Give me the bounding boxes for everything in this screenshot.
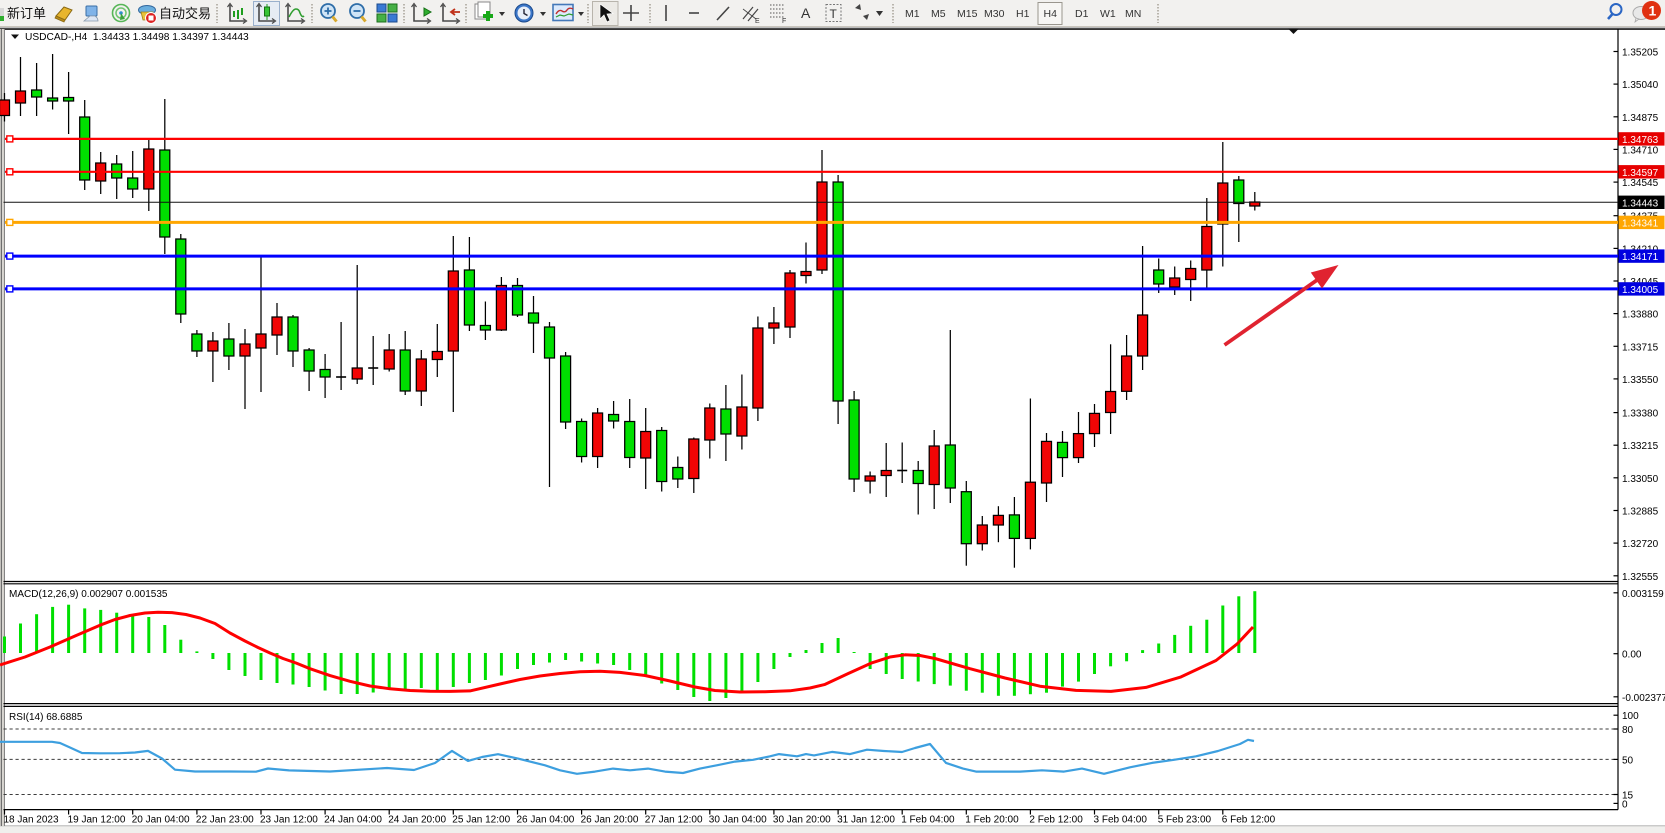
svg-text:1.34710: 1.34710 (1622, 145, 1659, 156)
svg-text:5 Feb 23:00: 5 Feb 23:00 (1158, 815, 1212, 826)
svg-text:1.35040: 1.35040 (1622, 80, 1659, 91)
svg-text:自动交易: 自动交易 (159, 6, 211, 21)
svg-text:RSI(14) 68.6885: RSI(14) 68.6885 (9, 712, 83, 723)
svg-text:1: 1 (1649, 3, 1657, 19)
svg-text:1.32720: 1.32720 (1622, 539, 1659, 550)
svg-text:1.33380: 1.33380 (1622, 409, 1659, 420)
svg-text:24 Jan 20:00: 24 Jan 20:00 (388, 815, 446, 826)
svg-text:H4: H4 (1044, 8, 1058, 20)
svg-text:26 Jan 20:00: 26 Jan 20:00 (581, 815, 639, 826)
svg-text:M1: M1 (905, 8, 920, 20)
svg-text:1.34171: 1.34171 (1622, 252, 1659, 263)
svg-text:80: 80 (1622, 725, 1634, 736)
svg-text:3 Feb 04:00: 3 Feb 04:00 (1094, 815, 1148, 826)
svg-text:24 Jan 04:00: 24 Jan 04:00 (324, 815, 382, 826)
svg-text:1.34341: 1.34341 (1622, 218, 1659, 229)
svg-text:26 Jan 04:00: 26 Jan 04:00 (517, 815, 575, 826)
svg-text:W1: W1 (1100, 8, 1116, 20)
svg-text:30 Jan 20:00: 30 Jan 20:00 (773, 815, 831, 826)
svg-text:25 Jan 12:00: 25 Jan 12:00 (452, 815, 510, 826)
svg-text:6 Feb 12:00: 6 Feb 12:00 (1222, 815, 1276, 826)
svg-text:MN: MN (1125, 8, 1141, 20)
svg-text:1 Feb 20:00: 1 Feb 20:00 (965, 815, 1019, 826)
svg-text:18 Jan 2023: 18 Jan 2023 (4, 815, 59, 826)
svg-text:0.003159: 0.003159 (1622, 589, 1664, 600)
svg-text:1.32555: 1.32555 (1622, 572, 1659, 583)
svg-text:2 Feb 12:00: 2 Feb 12:00 (1029, 815, 1083, 826)
svg-text:1.35205: 1.35205 (1622, 48, 1659, 59)
svg-text:19 Jan 12:00: 19 Jan 12:00 (68, 815, 126, 826)
svg-text:20 Jan 04:00: 20 Jan 04:00 (132, 815, 190, 826)
svg-text:27 Jan 12:00: 27 Jan 12:00 (645, 815, 703, 826)
svg-text:F: F (782, 18, 786, 25)
svg-text:新订单: 新订单 (7, 6, 46, 21)
svg-text:1.33880: 1.33880 (1622, 310, 1659, 321)
svg-text:22 Jan 23:00: 22 Jan 23:00 (196, 815, 254, 826)
svg-text:1 Feb 04:00: 1 Feb 04:00 (901, 815, 955, 826)
svg-text:1.34005: 1.34005 (1622, 285, 1659, 296)
svg-text:50: 50 (1622, 755, 1634, 766)
svg-text:23 Jan 12:00: 23 Jan 12:00 (260, 815, 318, 826)
svg-text:M15: M15 (957, 8, 978, 20)
svg-text:30 Jan 04:00: 30 Jan 04:00 (709, 815, 767, 826)
svg-text:0.00: 0.00 (1622, 650, 1642, 661)
svg-text:1.33215: 1.33215 (1622, 441, 1659, 452)
svg-text:1.32885: 1.32885 (1622, 507, 1659, 518)
svg-text:A: A (801, 5, 811, 21)
svg-text:1.33715: 1.33715 (1622, 342, 1659, 353)
svg-text:1.34597: 1.34597 (1622, 168, 1659, 179)
svg-text:1.33050: 1.33050 (1622, 474, 1659, 485)
svg-text:MACD(12,26,9) 0.002907 0.00153: MACD(12,26,9) 0.002907 0.001535 (9, 589, 168, 600)
svg-text:1.34443: 1.34443 (1622, 198, 1659, 209)
svg-text:M30: M30 (984, 8, 1005, 20)
svg-text:M5: M5 (931, 8, 946, 20)
svg-text:1.34545: 1.34545 (1622, 178, 1659, 189)
svg-text:1.34763: 1.34763 (1622, 135, 1659, 146)
svg-text:-0.002377: -0.002377 (1622, 693, 1665, 704)
svg-text:USDCAD-,H4 1.34433 1.34498 1.: USDCAD-,H4 1.34433 1.34498 1.34397 1.344… (25, 32, 249, 43)
svg-text:100: 100 (1622, 711, 1639, 722)
svg-text:H1: H1 (1016, 8, 1030, 20)
svg-text:D1: D1 (1075, 8, 1089, 20)
svg-text:1.33550: 1.33550 (1622, 375, 1659, 386)
svg-text:T: T (830, 7, 838, 21)
svg-text:15: 15 (1622, 791, 1634, 802)
svg-text:E: E (755, 18, 760, 25)
svg-text:1.34875: 1.34875 (1622, 113, 1659, 124)
svg-text:31 Jan 12:00: 31 Jan 12:00 (837, 815, 895, 826)
svg-text:0: 0 (1622, 799, 1628, 810)
